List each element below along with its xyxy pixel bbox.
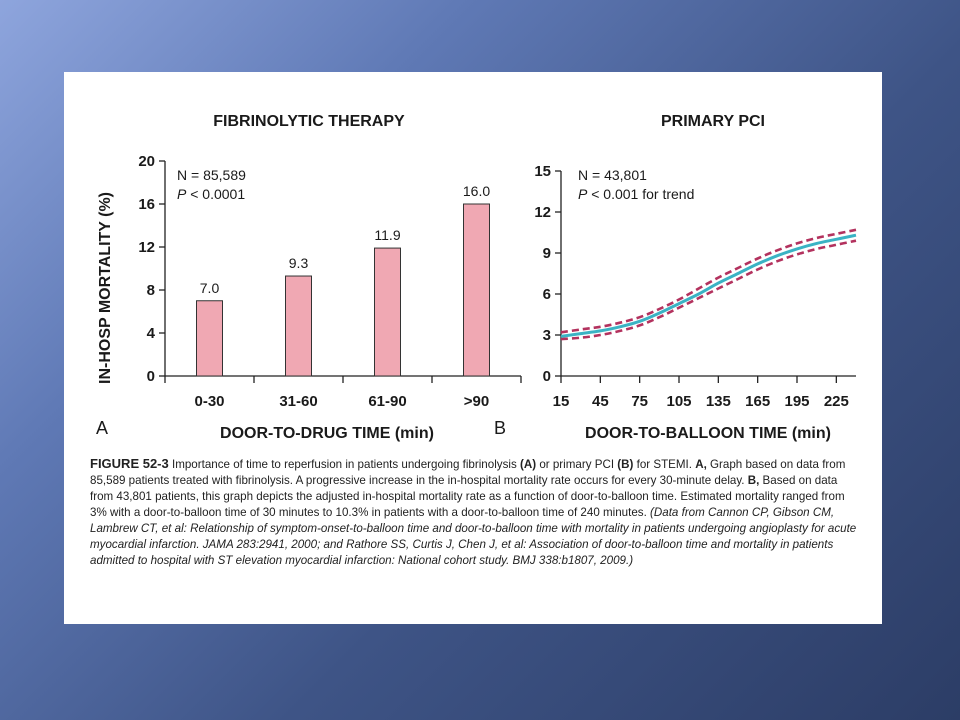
chart-a-y-tick-label: 0 xyxy=(147,368,155,385)
caption-intro-end: for STEMI. xyxy=(633,458,696,471)
caption-b-text: Based on data from 43,801 patients, this… xyxy=(90,474,845,519)
chart-a-bar-value-label: 9.3 xyxy=(289,255,309,271)
chart-a-y-tick-label: 4 xyxy=(147,325,156,342)
chart-b-y-tick-label: 15 xyxy=(534,163,551,180)
chart-a-bar xyxy=(285,275,312,377)
caption-a-text: Graph based on data from 85,589 patients… xyxy=(90,458,846,487)
chart-a-bar-value-label: 11.9 xyxy=(374,227,400,243)
chart-a-y-tick-label: 8 xyxy=(147,282,155,299)
chart-a-xlabel: DOOR-TO-DRUG TIME (min) xyxy=(220,425,434,442)
chart-a-x-tick-label: 61-90 xyxy=(368,393,406,410)
caption-figure-number: FIGURE 52-3 xyxy=(90,456,169,471)
caption-citation: (Data from Cannon CP, Gibson CM, Lambrew… xyxy=(90,506,857,567)
figure-caption: FIGURE 52-3 Importance of time to reperf… xyxy=(90,456,860,569)
chart-a-y-tick-label: 12 xyxy=(138,239,155,256)
caption-b-marker: B, xyxy=(747,474,760,487)
figure-charts: FIBRINOLYTIC THERAPY IN-HOSP MORTALITY (… xyxy=(96,113,857,442)
chart-b-x-tick-label: 75 xyxy=(631,393,648,410)
chart-a-title: FIBRINOLYTIC THERAPY xyxy=(213,113,405,130)
caption-label-a: (A) xyxy=(519,458,537,471)
chart-b-x-tick-label: 15 xyxy=(553,393,570,410)
chart-b-x-tick-label: 45 xyxy=(592,393,609,410)
caption-mid: or primary PCI xyxy=(536,458,618,471)
chart-a-bar xyxy=(463,203,490,377)
chart-a-bar xyxy=(374,247,401,377)
chart-b-panel-letter: B xyxy=(494,418,506,438)
chart-a-bar xyxy=(196,300,223,377)
chart-a-ylabel: IN-HOSP MORTALITY (%) xyxy=(97,192,114,384)
chart-a-plot: 0 4 8 12 16 20 7.0 0-30 9.3 31-60 11.9 61-90 16.0 >90 xyxy=(138,153,522,410)
chart-a-y-tick-label: 20 xyxy=(138,153,155,170)
chart-b-y-tick-label: 9 xyxy=(543,245,551,262)
chart-a-n-annotation: N = 85,589 xyxy=(177,167,246,183)
chart-a-x-tick-label: 31-60 xyxy=(279,393,317,410)
chart-a-p-annotation: P < 0.0001 xyxy=(177,186,245,202)
chart-a-bar-value-label: 7.0 xyxy=(200,280,220,296)
chart-b-title: PRIMARY PCI xyxy=(661,113,765,130)
chart-b-series-line-bound xyxy=(560,228,857,334)
chart-a-panel-letter: A xyxy=(96,418,108,438)
chart-b-xlabel: DOOR-TO-BALLOON TIME (min) xyxy=(585,425,831,442)
chart-b-y-tick-label: 0 xyxy=(543,368,551,385)
chart-a-y-tick-label: 16 xyxy=(138,196,155,213)
chart-b-x-tick-label: 135 xyxy=(706,393,731,410)
chart-b-series-line-bound xyxy=(560,239,857,341)
chart-b-p-annotation: P < 0.001 for trend xyxy=(578,186,694,202)
figure-panel: FIBRINOLYTIC THERAPY IN-HOSP MORTALITY (… xyxy=(64,72,882,624)
chart-b-plot: 0 3 6 9 12 15 15 45 75 105 135 165 195 225 xyxy=(534,163,857,410)
chart-b-y-tick-label: 12 xyxy=(534,204,551,221)
chart-b-x-tick-label: 195 xyxy=(784,393,809,410)
caption-a-marker: A, xyxy=(695,458,707,471)
chart-b-y-tick-label: 3 xyxy=(543,327,551,344)
chart-b-y-tick-label: 6 xyxy=(543,286,551,303)
chart-a-x-tick-label: 0-30 xyxy=(194,393,224,410)
chart-a-bar-value-label: 16.0 xyxy=(463,183,490,199)
chart-b-n-annotation: N = 43,801 xyxy=(578,167,647,183)
caption-intro: Importance of time to reperfusion in pat… xyxy=(168,458,520,471)
chart-b-x-tick-label: 105 xyxy=(666,393,691,410)
chart-b-series-line-estimate xyxy=(560,233,857,338)
caption-label-b: (B) xyxy=(617,458,634,471)
chart-a-x-tick-label: >90 xyxy=(464,393,489,410)
chart-b-x-tick-label: 225 xyxy=(824,393,849,410)
chart-b-x-tick-label: 165 xyxy=(745,393,770,410)
